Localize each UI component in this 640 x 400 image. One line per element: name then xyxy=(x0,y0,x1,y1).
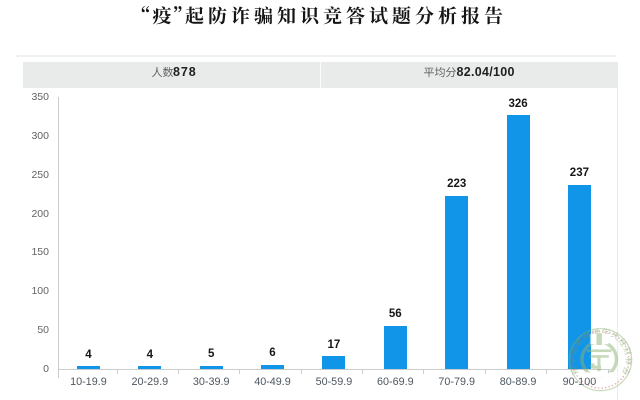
svg-text:878: 878 xyxy=(173,65,197,79)
svg-text:82.04/100: 82.04/100 xyxy=(457,65,515,79)
